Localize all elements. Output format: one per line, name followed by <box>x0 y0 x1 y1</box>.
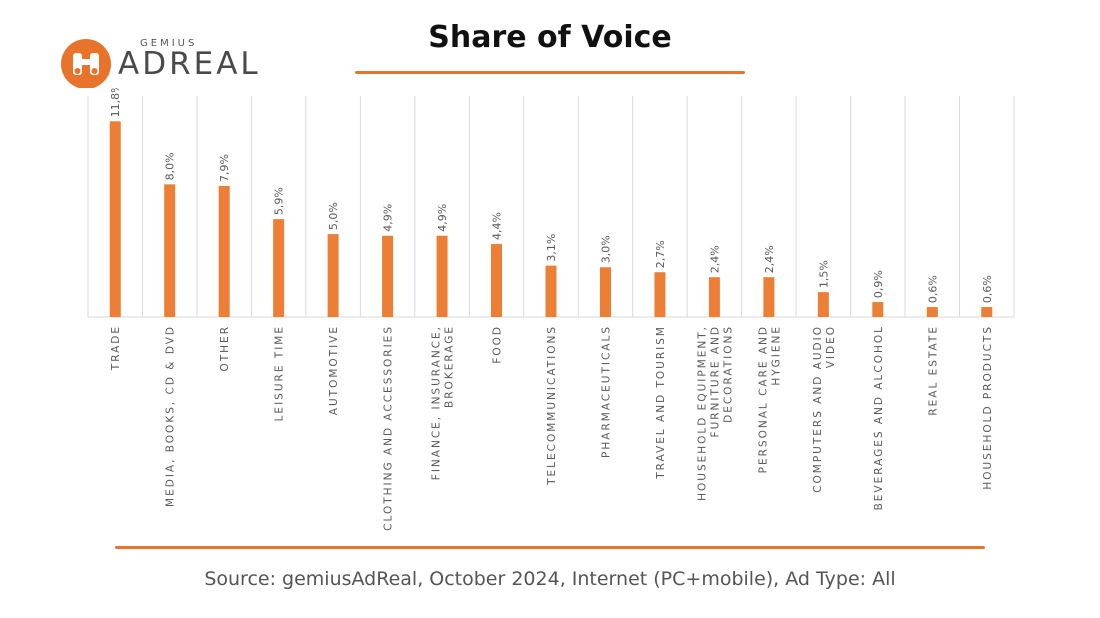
data-label: 2,7% <box>654 240 667 268</box>
bar <box>708 277 720 317</box>
data-label: 4,4% <box>491 212 504 240</box>
title-underline <box>355 71 745 74</box>
bar <box>981 307 993 317</box>
category-label: HOUSEHOLD EQUIPMENT, <box>696 325 708 501</box>
category-label: PERSONAL CARE AND <box>757 325 769 473</box>
category-label: TELECOMMUNICATIONS <box>546 325 558 486</box>
bar <box>817 292 829 317</box>
bar <box>763 277 775 317</box>
data-label: 2,4% <box>708 245 721 273</box>
category-label: MEDIA, BOOKS, CD & DVD <box>165 325 177 507</box>
category-label: TRAVEL AND TOURISM <box>655 325 667 480</box>
data-label: 1,5% <box>817 260 830 288</box>
category-label: COMPUTERS AND AUDIO <box>812 325 824 493</box>
category-label: AUTOMOTIVE <box>328 325 340 415</box>
binoculars-logo-icon <box>61 39 111 89</box>
bottom-divider <box>115 546 985 549</box>
category-label: PHARMACEUTICALS <box>600 325 612 458</box>
logo-gemius-text: GEMIUS <box>140 38 198 49</box>
data-label: 8,0% <box>164 152 177 180</box>
category-label: FURNITURE AND <box>709 325 721 437</box>
category-label: LEISURE TIME <box>274 325 286 421</box>
bar <box>654 272 666 317</box>
category-label: REAL ESTATE <box>927 325 939 416</box>
page-title: Share of Voice <box>428 20 672 55</box>
data-label: 0,9% <box>872 270 885 298</box>
category-label: OTHER <box>219 325 231 372</box>
bar <box>436 235 448 317</box>
bar <box>926 307 938 317</box>
bar <box>273 219 285 317</box>
data-label: 4,9% <box>382 204 395 232</box>
category-label: TRADE <box>110 325 122 371</box>
data-label: 4,9% <box>436 204 449 232</box>
category-label: FOOD <box>492 325 504 364</box>
category-label: BROKERAGE <box>444 325 456 408</box>
bar <box>599 267 611 317</box>
data-label: 0,6% <box>926 275 939 303</box>
chart-panel: 11,8% TRADE 8,0% MEDIA, BOOKS, CD & DVD 7,9%… <box>68 88 1028 540</box>
category-label: DECORATIONS <box>722 325 734 423</box>
data-label: 5,0% <box>327 202 340 230</box>
bar <box>218 185 230 317</box>
category-label: VIDEO <box>825 325 837 368</box>
category-label: CLOTHING AND ACCESSORIES <box>383 325 395 531</box>
bar <box>382 235 394 317</box>
bar <box>491 244 503 317</box>
data-label: 3,0% <box>599 235 612 263</box>
data-label: 11,8% <box>109 88 122 117</box>
data-label: 7,9% <box>218 154 231 182</box>
category-label: HOUSEHOLD PRODUCTS <box>982 325 994 490</box>
data-label: 5,9% <box>273 187 286 215</box>
bar <box>164 184 176 317</box>
data-label: 2,4% <box>763 245 776 273</box>
category-label: FINANCE, INSURANCE, <box>431 325 443 480</box>
bar <box>109 121 121 317</box>
data-label: 0,6% <box>981 275 994 303</box>
gemius-adreal-logo: GEMIUS ADREAL <box>60 36 260 92</box>
category-label: BEVERAGES AND ALCOHOL <box>873 325 885 510</box>
bar <box>872 302 884 317</box>
bar-chart: 11,8% TRADE 8,0% MEDIA, BOOKS, CD & DVD 7,9%… <box>87 88 1015 531</box>
logo-adreal-text: ADREAL <box>118 46 261 82</box>
data-label: 3,1% <box>545 234 558 262</box>
bar <box>545 265 557 317</box>
source-note: Source: gemiusAdReal, October 2024, Inte… <box>204 568 896 590</box>
category-label: HYGIENE <box>770 325 782 386</box>
bar <box>327 234 339 317</box>
